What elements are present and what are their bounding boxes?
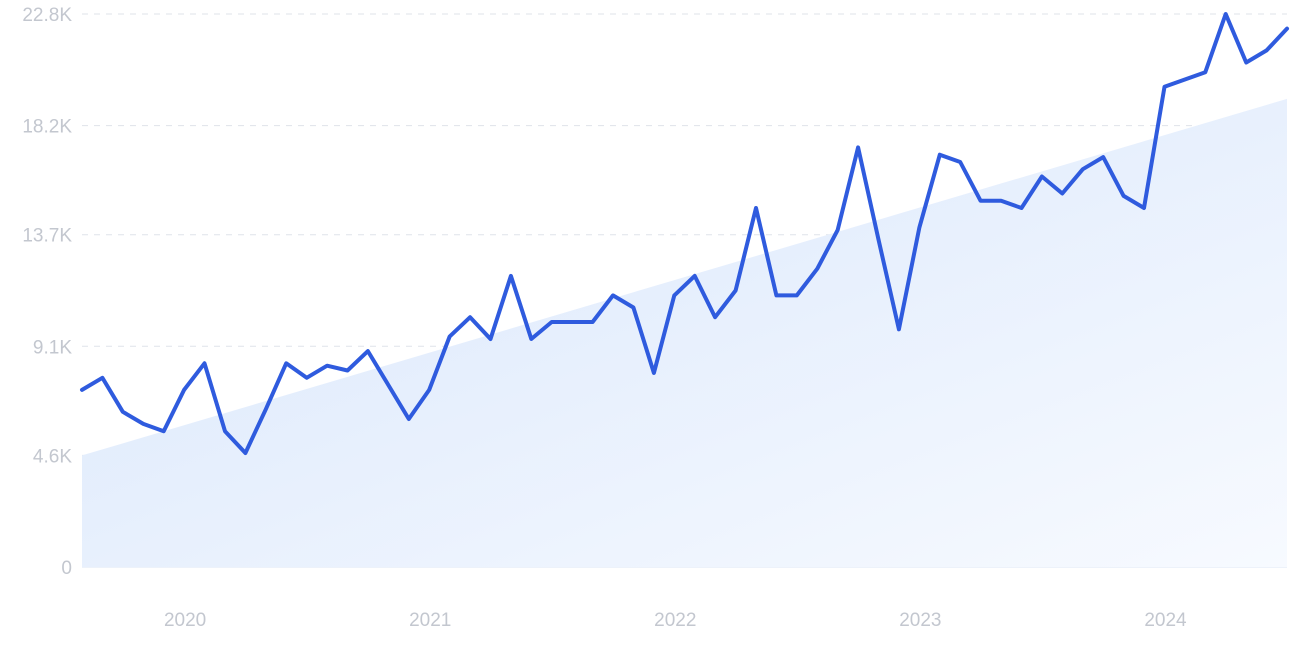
- x-axis-labels: 2020 2021 2022 2023 2024: [164, 610, 1187, 631]
- trend-area: [82, 98, 1287, 567]
- y-tick-label: 4.6K: [33, 446, 72, 467]
- x-tick-label: 2020: [164, 610, 206, 631]
- y-tick-label: 9.1K: [33, 337, 72, 358]
- x-tick-label: 2021: [409, 610, 451, 631]
- y-tick-label: 22.8K: [22, 5, 72, 26]
- trend-area-fill: [82, 98, 1287, 567]
- series-line: [80, 12, 1289, 455]
- x-tick-label: 2023: [899, 610, 941, 631]
- y-tick-label: 18.2K: [22, 117, 72, 138]
- series-line-path: [80, 12, 1289, 455]
- x-tick-label: 2022: [654, 610, 696, 631]
- y-tick-label: 0: [61, 558, 72, 579]
- x-tick-label: 2024: [1144, 610, 1187, 631]
- y-axis-labels: 0 4.6K 9.1K 13.7K 18.2K 22.8K: [22, 5, 72, 579]
- y-tick-label: 13.7K: [22, 226, 72, 247]
